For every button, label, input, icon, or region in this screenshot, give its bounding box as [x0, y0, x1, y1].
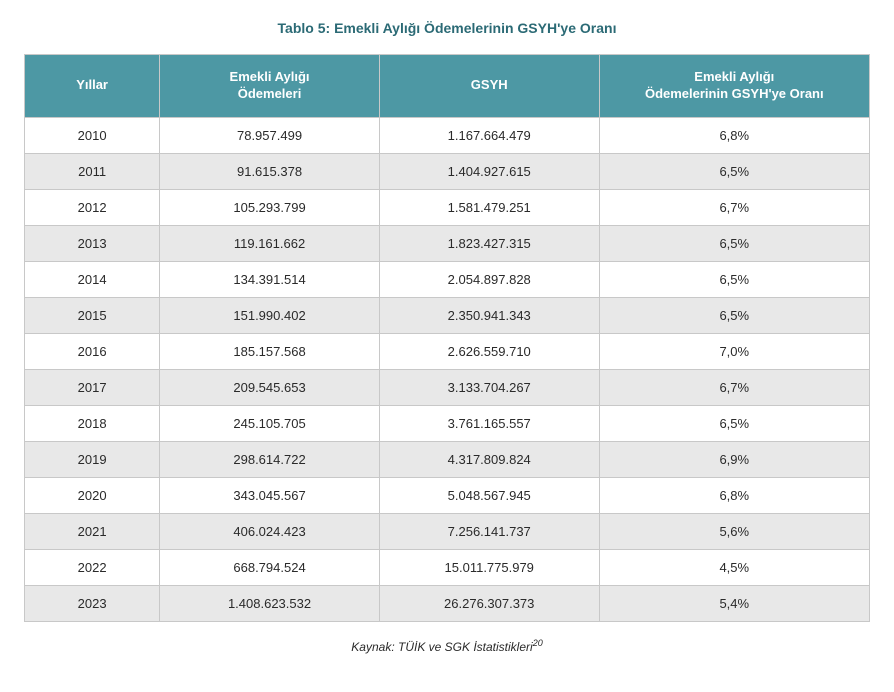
- col-header-year: Yıllar: [25, 55, 160, 118]
- cell-year: 2010: [25, 117, 160, 153]
- cell-payments: 134.391.514: [160, 261, 380, 297]
- cell-gsyh: 2.626.559.710: [379, 333, 599, 369]
- table-row: 201078.957.4991.167.664.4796,8%: [25, 117, 870, 153]
- table-row: 2021406.024.4237.256.141.7375,6%: [25, 513, 870, 549]
- cell-ratio: 5,6%: [599, 513, 869, 549]
- cell-payments: 151.990.402: [160, 297, 380, 333]
- cell-year: 2018: [25, 405, 160, 441]
- cell-year: 2017: [25, 369, 160, 405]
- cell-ratio: 6,7%: [599, 189, 869, 225]
- cell-payments: 105.293.799: [160, 189, 380, 225]
- table-row: 2020343.045.5675.048.567.9456,8%: [25, 477, 870, 513]
- cell-gsyh: 3.133.704.267: [379, 369, 599, 405]
- cell-payments: 78.957.499: [160, 117, 380, 153]
- cell-ratio: 5,4%: [599, 585, 869, 621]
- col-header-gsyh: GSYH: [379, 55, 599, 118]
- cell-year: 2016: [25, 333, 160, 369]
- header-row: Yıllar Emekli AylığıÖdemeleri GSYH Emekl…: [25, 55, 870, 118]
- cell-ratio: 6,5%: [599, 297, 869, 333]
- cell-year: 2020: [25, 477, 160, 513]
- cell-ratio: 6,8%: [599, 477, 869, 513]
- cell-year: 2023: [25, 585, 160, 621]
- cell-gsyh: 15.011.775.979: [379, 549, 599, 585]
- cell-payments: 119.161.662: [160, 225, 380, 261]
- cell-gsyh: 5.048.567.945: [379, 477, 599, 513]
- cell-payments: 185.157.568: [160, 333, 380, 369]
- cell-gsyh: 1.581.479.251: [379, 189, 599, 225]
- table-row: 2012105.293.7991.581.479.2516,7%: [25, 189, 870, 225]
- cell-ratio: 6,5%: [599, 225, 869, 261]
- cell-ratio: 6,8%: [599, 117, 869, 153]
- cell-gsyh: 26.276.307.373: [379, 585, 599, 621]
- cell-gsyh: 2.054.897.828: [379, 261, 599, 297]
- cell-gsyh: 7.256.141.737: [379, 513, 599, 549]
- source-sup: 20: [533, 638, 543, 648]
- cell-ratio: 6,5%: [599, 261, 869, 297]
- cell-gsyh: 1.404.927.615: [379, 153, 599, 189]
- table-row: 20231.408.623.53226.276.307.3735,4%: [25, 585, 870, 621]
- cell-gsyh: 2.350.941.343: [379, 297, 599, 333]
- cell-ratio: 6,5%: [599, 153, 869, 189]
- source-note: Kaynak: TÜİK ve SGK İstatistikleri20: [24, 638, 870, 654]
- cell-ratio: 6,5%: [599, 405, 869, 441]
- cell-ratio: 6,9%: [599, 441, 869, 477]
- cell-payments: 209.545.653: [160, 369, 380, 405]
- cell-ratio: 6,7%: [599, 369, 869, 405]
- cell-payments: 1.408.623.532: [160, 585, 380, 621]
- table-title: Tablo 5: Emekli Aylığı Ödemelerinin GSYH…: [24, 20, 870, 36]
- cell-gsyh: 4.317.809.824: [379, 441, 599, 477]
- cell-year: 2013: [25, 225, 160, 261]
- cell-payments: 91.615.378: [160, 153, 380, 189]
- cell-gsyh: 1.823.427.315: [379, 225, 599, 261]
- table-row: 2019298.614.7224.317.809.8246,9%: [25, 441, 870, 477]
- cell-year: 2011: [25, 153, 160, 189]
- cell-year: 2021: [25, 513, 160, 549]
- cell-year: 2022: [25, 549, 160, 585]
- cell-payments: 406.024.423: [160, 513, 380, 549]
- table-row: 2016185.157.5682.626.559.7107,0%: [25, 333, 870, 369]
- cell-payments: 343.045.567: [160, 477, 380, 513]
- cell-year: 2014: [25, 261, 160, 297]
- table-row: 2014134.391.5142.054.897.8286,5%: [25, 261, 870, 297]
- table-row: 201191.615.3781.404.927.6156,5%: [25, 153, 870, 189]
- data-table: Yıllar Emekli AylığıÖdemeleri GSYH Emekl…: [24, 54, 870, 622]
- cell-payments: 298.614.722: [160, 441, 380, 477]
- table-row: 2013119.161.6621.823.427.3156,5%: [25, 225, 870, 261]
- cell-gsyh: 3.761.165.557: [379, 405, 599, 441]
- table-row: 2018245.105.7053.761.165.5576,5%: [25, 405, 870, 441]
- cell-year: 2019: [25, 441, 160, 477]
- col-header-ratio: Emekli AylığıÖdemelerinin GSYH'ye Oranı: [599, 55, 869, 118]
- col-header-payments: Emekli AylığıÖdemeleri: [160, 55, 380, 118]
- cell-ratio: 7,0%: [599, 333, 869, 369]
- table-body: 201078.957.4991.167.664.4796,8% 201191.6…: [25, 117, 870, 621]
- cell-payments: 245.105.705: [160, 405, 380, 441]
- cell-ratio: 4,5%: [599, 549, 869, 585]
- cell-year: 2012: [25, 189, 160, 225]
- cell-gsyh: 1.167.664.479: [379, 117, 599, 153]
- cell-year: 2015: [25, 297, 160, 333]
- source-text: Kaynak: TÜİK ve SGK İstatistikleri: [351, 640, 532, 654]
- cell-payments: 668.794.524: [160, 549, 380, 585]
- table-row: 2015151.990.4022.350.941.3436,5%: [25, 297, 870, 333]
- table-row: 2017209.545.6533.133.704.2676,7%: [25, 369, 870, 405]
- table-row: 2022668.794.52415.011.775.9794,5%: [25, 549, 870, 585]
